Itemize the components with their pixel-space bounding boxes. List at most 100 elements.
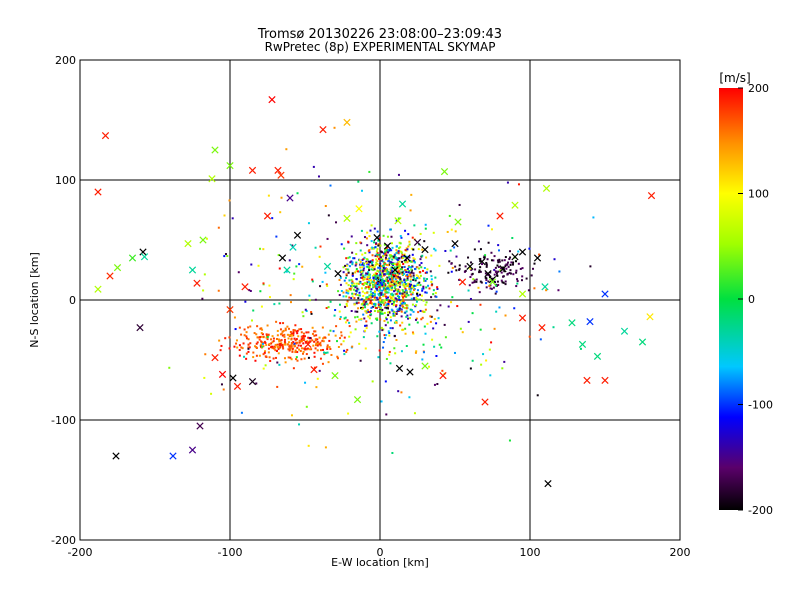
data-dot (430, 275, 433, 278)
data-dot (201, 297, 204, 300)
data-dot (282, 329, 285, 332)
data-dot (275, 338, 278, 341)
data-dot (434, 276, 437, 279)
data-dot (399, 271, 402, 274)
data-dot (589, 265, 592, 268)
data-dot (275, 320, 278, 323)
data-dot (365, 327, 368, 330)
data-dot (417, 275, 420, 278)
x-marker (277, 171, 285, 179)
data-dot (366, 231, 369, 234)
data-dot (409, 285, 412, 288)
data-dot (400, 315, 403, 318)
data-dot (379, 256, 382, 259)
data-dot (238, 349, 241, 352)
data-dot (423, 277, 426, 280)
data-dot (357, 301, 360, 304)
data-dot (353, 282, 356, 285)
data-dot (222, 388, 225, 391)
data-dot (319, 344, 322, 347)
data-dot (494, 270, 497, 273)
data-dot (405, 292, 408, 295)
data-dot (389, 296, 392, 299)
data-dot (404, 259, 407, 262)
data-dot (318, 369, 321, 372)
data-dot (307, 331, 310, 334)
data-dot (368, 269, 371, 272)
data-dot (385, 254, 388, 257)
data-dot (364, 329, 367, 332)
data-dot (360, 276, 363, 279)
x-tick-label: -100 (218, 546, 243, 559)
data-dot (316, 341, 319, 344)
data-dot (414, 284, 417, 287)
y-axis-label: N-S location [km] (28, 252, 41, 348)
data-dot (345, 257, 348, 260)
data-dot (396, 281, 399, 284)
data-dot (397, 390, 400, 393)
data-dot (396, 273, 399, 276)
data-dot (387, 291, 390, 294)
data-dot (287, 327, 290, 330)
data-dot (394, 263, 397, 266)
data-dot (406, 267, 409, 270)
data-dot (302, 342, 305, 345)
data-dot (393, 273, 396, 276)
data-dot (359, 249, 362, 252)
data-dot (493, 268, 496, 271)
data-dot (387, 271, 390, 274)
data-dot (434, 291, 437, 294)
data-dot (347, 256, 350, 259)
data-dot (254, 345, 257, 348)
data-dot (485, 261, 488, 264)
data-dot (375, 296, 378, 299)
data-dot (421, 287, 424, 290)
data-dot (371, 264, 374, 267)
data-dot (279, 211, 282, 214)
data-dot (359, 269, 362, 272)
data-dot (404, 287, 407, 290)
data-dot (407, 265, 410, 268)
x-marker (511, 253, 519, 261)
data-dot (376, 263, 379, 266)
data-dot (458, 264, 461, 267)
data-dot (490, 287, 493, 290)
x-marker (647, 191, 656, 200)
colorbar-tick-label: -200 (748, 504, 773, 517)
x-marker (283, 266, 291, 274)
data-dot (376, 254, 379, 257)
data-dot (314, 330, 317, 333)
x-marker (394, 217, 402, 225)
data-dot (410, 283, 413, 286)
data-dot (379, 262, 382, 265)
data-dot (365, 324, 368, 327)
data-dot (315, 334, 318, 337)
data-dot (387, 286, 390, 289)
data-dot (363, 256, 366, 259)
data-dot (324, 271, 327, 274)
x-marker (139, 248, 147, 256)
data-dot (291, 350, 294, 353)
data-dot (236, 346, 239, 349)
data-dot (406, 273, 409, 276)
data-dot (238, 344, 241, 347)
data-dot (390, 255, 393, 258)
data-dot (366, 244, 369, 247)
data-dot (382, 303, 385, 306)
data-dot (267, 351, 270, 354)
data-dot (392, 275, 395, 278)
data-dot (369, 285, 372, 288)
data-dot (343, 317, 346, 320)
data-dot (381, 289, 384, 292)
x-marker (533, 254, 542, 262)
data-dot (223, 255, 226, 258)
x-marker (544, 479, 552, 488)
data-dot (313, 334, 316, 337)
data-dot (313, 330, 316, 333)
x-marker (334, 269, 342, 278)
data-dot (283, 333, 286, 336)
data-dot (454, 230, 457, 233)
data-dot (390, 283, 393, 286)
data-dot (313, 340, 316, 343)
